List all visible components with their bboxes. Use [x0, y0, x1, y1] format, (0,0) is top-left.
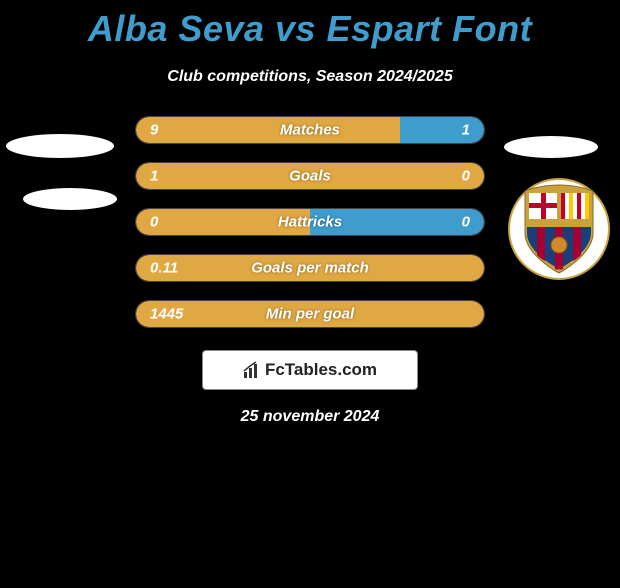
stat-left-value: 1 [150, 168, 158, 185]
source-badge[interactable]: FcTables.com [202, 350, 418, 390]
stat-left-value: 0 [150, 214, 158, 231]
stat-bar: 1 Goals 0 [135, 162, 485, 190]
chart-icon [243, 361, 261, 379]
club-crest [508, 178, 610, 280]
decoration-ellipse [504, 136, 598, 158]
crest-icon [519, 183, 599, 275]
stat-right-value: 1 [462, 122, 470, 139]
date-label: 25 november 2024 [0, 408, 620, 426]
stat-left-value: 9 [150, 122, 158, 139]
stat-label: Goals per match [251, 260, 369, 277]
stat-label: Matches [280, 122, 340, 139]
stat-right-value: 0 [462, 214, 470, 231]
decoration-ellipse [6, 134, 114, 158]
page-title: Alba Seva vs Espart Font [0, 8, 620, 50]
stat-left-value: 0.11 [150, 260, 178, 277]
subtitle: Club competitions, Season 2024/2025 [0, 68, 620, 86]
stat-left-value: 1445 [150, 306, 183, 323]
stat-bar: 0 Hattricks 0 [135, 208, 485, 236]
stat-label: Goals [289, 168, 331, 185]
stat-bar: 0.11 Goals per match [135, 254, 485, 282]
stat-label: Hattricks [278, 214, 342, 231]
source-badge-text: FcTables.com [265, 360, 377, 380]
stat-bar-left-fill [136, 117, 400, 143]
stat-bar: 1445 Min per goal [135, 300, 485, 328]
stat-label: Min per goal [266, 306, 354, 323]
stat-right-value: 0 [462, 168, 470, 185]
stat-bar: 9 Matches 1 [135, 116, 485, 144]
decoration-ellipse [23, 188, 117, 210]
stat-bar-right-fill [400, 117, 484, 143]
